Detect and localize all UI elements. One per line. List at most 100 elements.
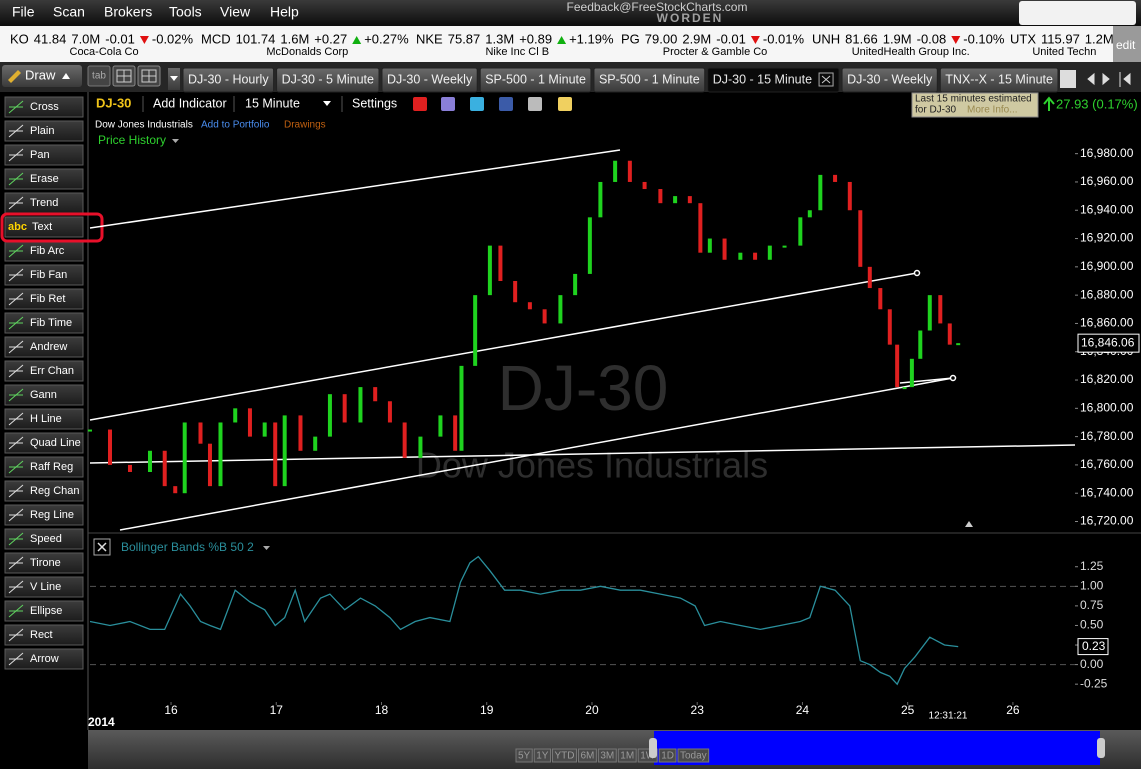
menu-item[interactable]: Help	[270, 4, 299, 20]
toolbar-icon[interactable]	[413, 97, 427, 111]
edit-link[interactable]: edit	[1116, 38, 1136, 52]
tab-nav[interactable]	[1087, 72, 1131, 87]
tab[interactable]: DJ-30 - 15 Minute	[707, 67, 840, 93]
tool-label[interactable]: Reg Chan	[30, 485, 80, 497]
tool-label[interactable]: Trend	[30, 197, 58, 209]
tool-label[interactable]: Raff Reg	[30, 461, 73, 473]
tool-label[interactable]: Arrow	[30, 653, 59, 665]
scroll-handle[interactable]	[1097, 738, 1105, 758]
tab-label[interactable]: SP-500 - 1 Minute	[485, 72, 586, 86]
range-button[interactable]: 6M	[577, 748, 597, 763]
tab[interactable]: DJ-30 - Weekly	[381, 67, 478, 93]
drawings-link[interactable]: Drawings	[284, 120, 326, 131]
tab-bg[interactable]	[381, 67, 478, 93]
tool-button[interactable]	[4, 216, 84, 238]
tool-label[interactable]: Cross	[30, 101, 59, 113]
range-button-label[interactable]: 1D	[661, 751, 674, 762]
tool-button[interactable]	[4, 504, 84, 526]
tool-label[interactable]: Tirone	[30, 557, 61, 569]
range-button[interactable]: 1M	[617, 748, 637, 763]
menu-item[interactable]: Scan	[53, 4, 85, 20]
tool-label[interactable]: Gann	[30, 389, 57, 401]
tab[interactable]: DJ-30 - Hourly	[182, 67, 275, 93]
tab[interactable]: DJ-30 - Weekly	[841, 67, 938, 93]
tool-label[interactable]: Text	[32, 221, 52, 233]
tab-bg[interactable]	[276, 67, 380, 93]
tool-button[interactable]	[4, 552, 84, 574]
range-button-label[interactable]: 1Y	[536, 751, 549, 762]
tool-label[interactable]: Andrew	[30, 341, 67, 353]
range-button-label[interactable]: 1M	[620, 751, 634, 762]
tab-bg[interactable]	[479, 67, 592, 93]
range-button-label[interactable]: 5Y	[518, 751, 531, 762]
menu-item[interactable]: File	[12, 4, 35, 20]
toolbar-icon[interactable]	[470, 97, 484, 111]
tool-label[interactable]: Pan	[30, 149, 50, 161]
tool-button[interactable]	[4, 528, 84, 550]
tool-button[interactable]	[4, 600, 84, 622]
tool-button[interactable]	[4, 336, 84, 358]
tool-button[interactable]	[4, 408, 84, 430]
range-button[interactable]: Today	[677, 748, 710, 763]
add-indicator[interactable]: Add Indicator	[153, 96, 227, 110]
line-handle[interactable]	[949, 374, 957, 382]
tab-icon-box[interactable]	[87, 65, 111, 87]
indicator-title[interactable]: Bollinger Bands %B 50 2	[121, 540, 254, 554]
tool-button[interactable]	[4, 648, 84, 670]
range-button[interactable]: 5Y	[515, 748, 533, 763]
range-button-bg[interactable]	[617, 748, 637, 763]
range-button-bg[interactable]	[577, 748, 597, 763]
tool-label[interactable]: Fib Ret	[30, 293, 65, 305]
tool-label[interactable]: Plain	[30, 125, 54, 137]
tool-label[interactable]: Fib Fan	[30, 269, 67, 281]
tool-label[interactable]: Reg Line	[30, 509, 74, 521]
tab-more[interactable]	[1060, 70, 1076, 88]
add-to-portfolio[interactable]: Add to Portfolio	[201, 120, 270, 131]
tool-label[interactable]: Err Chan	[30, 365, 74, 377]
toolbar-icon[interactable]	[441, 97, 455, 111]
tool-button[interactable]	[4, 144, 84, 166]
range-button-bg[interactable]	[597, 748, 617, 763]
tool-button[interactable]	[4, 312, 84, 334]
tab[interactable]: SP-500 - 1 Minute	[479, 67, 592, 93]
tab-label[interactable]: SP-500 - 1 Minute	[599, 72, 700, 86]
range-button-bg[interactable]	[658, 748, 677, 763]
tab-label[interactable]: DJ-30 - Weekly	[847, 72, 933, 86]
feedback-link[interactable]: Feedback@FreeStockCharts.com	[567, 0, 748, 14]
tab-close[interactable]	[818, 72, 834, 87]
line-handle[interactable]	[913, 269, 921, 277]
range-button-bg[interactable]	[677, 748, 710, 763]
range-button-label[interactable]: 1W	[640, 751, 656, 762]
tab-bg[interactable]	[841, 67, 938, 93]
range-button-bg[interactable]	[515, 748, 533, 763]
tool-button[interactable]	[4, 360, 84, 382]
interval-select[interactable]: 15 Minute	[245, 96, 300, 110]
tool-button[interactable]	[4, 432, 84, 454]
range-button-label[interactable]: Today	[680, 751, 707, 762]
tab[interactable]: SP-500 - 1 Minute	[593, 67, 706, 93]
tool-button[interactable]	[4, 288, 84, 310]
tab[interactable]: TNX--X - 15 Minute	[939, 67, 1059, 93]
toolbar-icon[interactable]	[528, 97, 542, 111]
range-button-label[interactable]: 3M	[600, 751, 614, 762]
draw-button[interactable]	[2, 65, 82, 87]
tool-button[interactable]	[4, 120, 84, 142]
tool-button[interactable]	[4, 96, 84, 118]
tab[interactable]: DJ-30 - 5 Minute	[276, 67, 380, 93]
tab-bg[interactable]	[182, 67, 275, 93]
tool-label[interactable]: Erase	[30, 173, 59, 185]
tool-label[interactable]: Quad Line	[30, 437, 81, 449]
tool-label[interactable]: Rect	[30, 629, 53, 641]
tab-bg[interactable]	[707, 67, 840, 93]
tab-label[interactable]: TNX--X - 15 Minute	[945, 72, 1053, 86]
tool-button[interactable]	[4, 576, 84, 598]
range-button[interactable]: 3M	[597, 748, 617, 763]
tool-button[interactable]	[4, 480, 84, 502]
range-button-label[interactable]: 6M	[580, 751, 594, 762]
scroll-range[interactable]	[654, 731, 1100, 765]
tool-button[interactable]	[4, 168, 84, 190]
tab-bg[interactable]	[939, 67, 1059, 93]
range-button-bg[interactable]	[551, 748, 577, 763]
range-button[interactable]: 1Y	[533, 748, 551, 763]
menu-item[interactable]: Tools	[169, 4, 202, 20]
